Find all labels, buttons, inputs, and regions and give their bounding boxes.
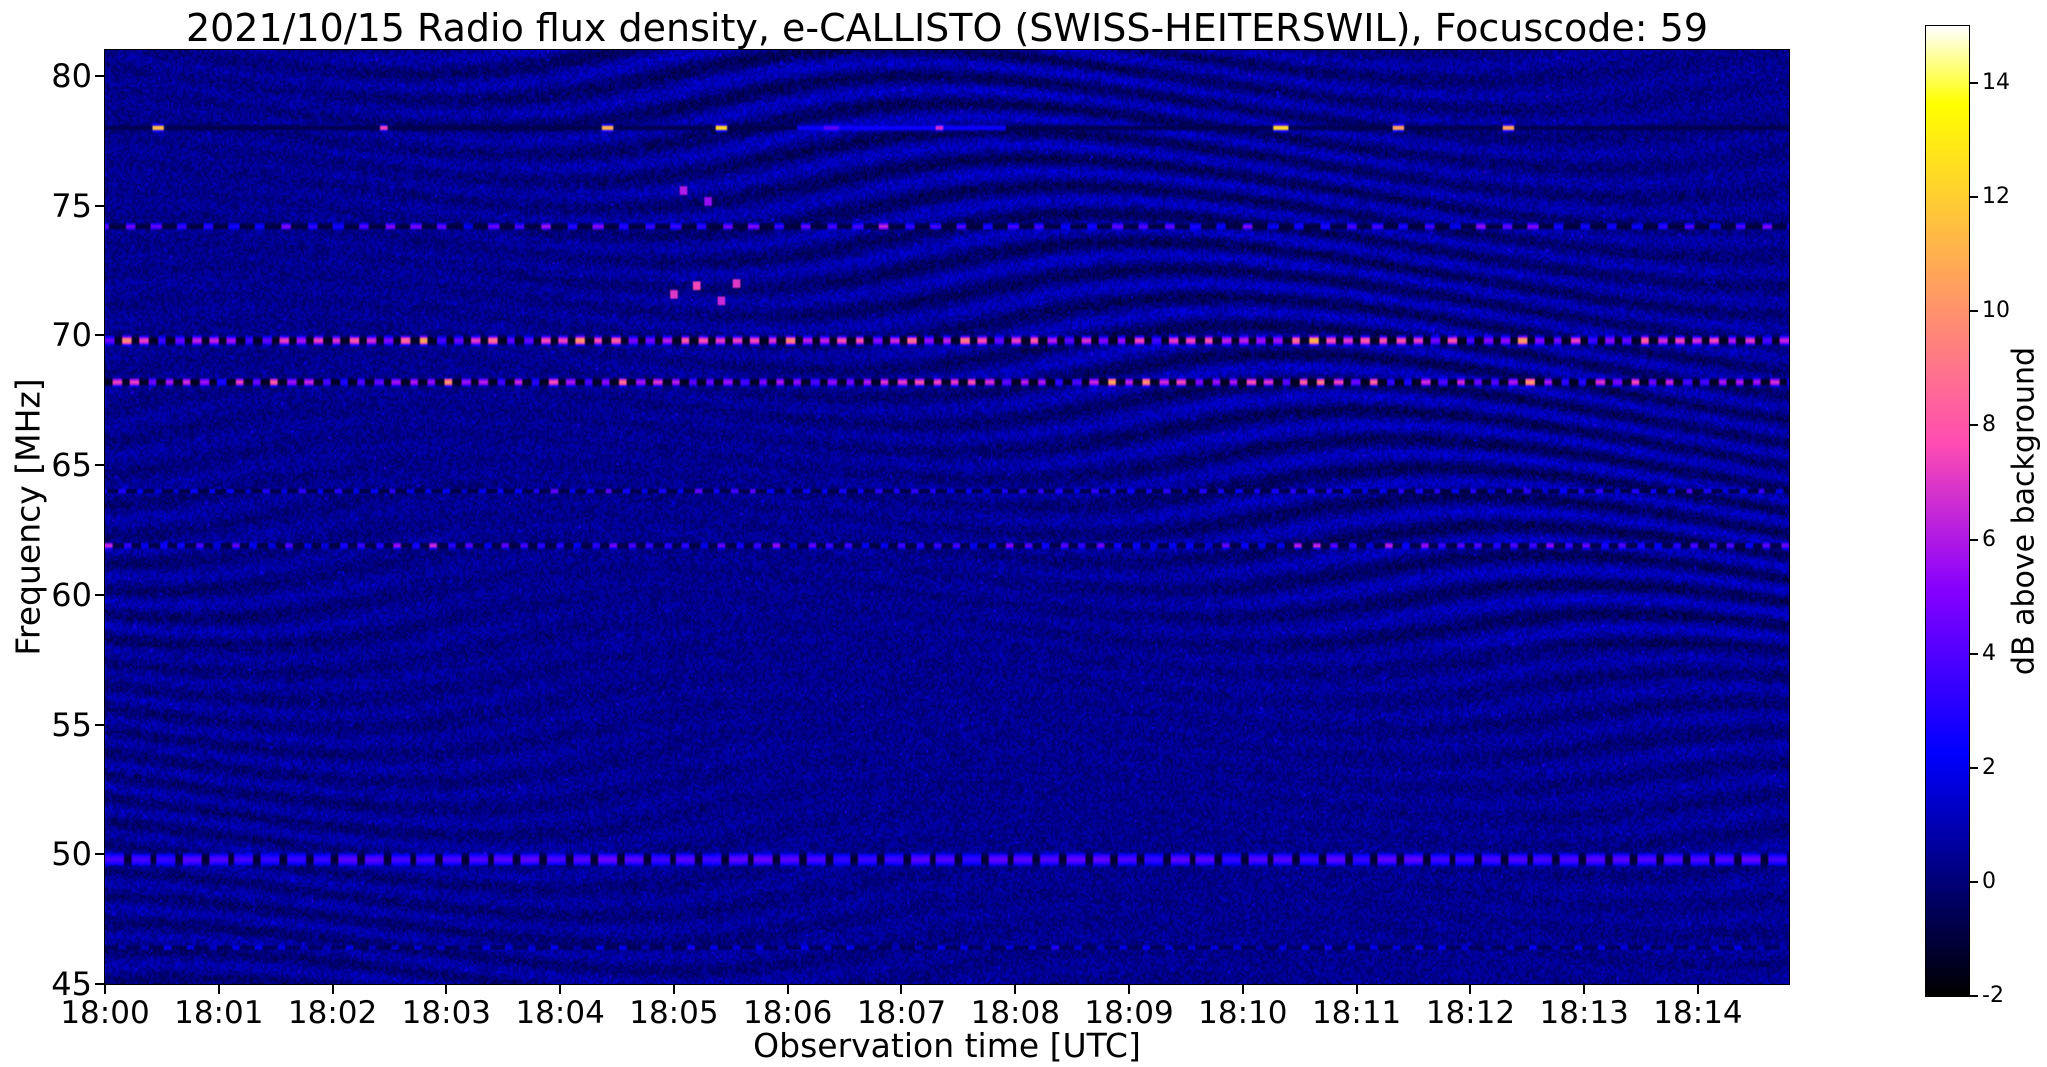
- x-tick-label: 18:09: [1084, 995, 1174, 1031]
- x-tick-mark: [1583, 985, 1586, 994]
- x-tick-label: 18:05: [629, 995, 719, 1031]
- x-tick-label: 18:02: [287, 995, 378, 1031]
- colorbar-tick-mark: [1970, 538, 1978, 541]
- x-tick-mark: [900, 985, 903, 994]
- y-tick-mark: [95, 204, 104, 207]
- x-tick-mark: [559, 985, 562, 994]
- colorbar-tick-label: 4: [1982, 640, 1996, 666]
- x-axis-label: Observation time [UTC]: [753, 1026, 1141, 1065]
- colorbar-tick-label: 12: [1982, 184, 2010, 210]
- y-tick-mark: [95, 723, 104, 726]
- colorbar-tick-label: 6: [1982, 526, 1996, 552]
- colorbar-tick-mark: [1970, 652, 1978, 655]
- colorbar-tick-mark: [1970, 310, 1978, 313]
- y-tick-label: 55: [51, 705, 92, 744]
- x-tick-label: 18:06: [743, 995, 833, 1031]
- colorbar-tick-label: 0: [1982, 868, 1996, 894]
- y-tick-label: 75: [51, 186, 92, 225]
- colorbar-tick-label: 10: [1982, 298, 2010, 324]
- colorbar-tick-label: 8: [1982, 412, 1996, 438]
- y-tick-label: 70: [51, 316, 92, 355]
- y-tick-mark: [95, 334, 104, 337]
- colorbar-tick-mark: [1970, 424, 1978, 427]
- y-tick-mark: [95, 983, 104, 985]
- colorbar-tick-mark: [1970, 766, 1978, 769]
- x-tick-label: 18:08: [970, 995, 1060, 1031]
- colorbar-tick-mark: [1970, 196, 1978, 199]
- x-tick-mark: [1014, 985, 1017, 994]
- colorbar-tick-mark: [1970, 82, 1978, 85]
- x-tick-mark: [445, 985, 448, 994]
- x-tick-label: 18:14: [1653, 995, 1743, 1031]
- x-tick-label: 18:00: [60, 995, 150, 1031]
- colorbar-tick-mark: [1970, 995, 1978, 997]
- colorbar-axis-label: dB above background: [2006, 346, 2042, 676]
- x-tick-label: 18:07: [856, 995, 947, 1031]
- x-tick-label: 18:12: [1425, 995, 1516, 1031]
- x-tick-mark: [104, 985, 106, 994]
- x-tick-label: 18:03: [401, 995, 492, 1031]
- x-tick-label: 18:04: [515, 995, 605, 1031]
- colorbar-tick-label: 2: [1982, 754, 1996, 780]
- x-tick-mark: [672, 985, 675, 994]
- x-tick-label: 18:11: [1311, 995, 1402, 1031]
- plot-area: [104, 49, 1790, 985]
- x-tick-mark: [217, 985, 220, 994]
- y-tick-label: 65: [51, 446, 92, 485]
- y-axis-label: Frequency [MHz]: [8, 378, 48, 656]
- y-tick-mark: [95, 74, 104, 77]
- y-tick-mark: [95, 593, 104, 596]
- y-tick-label: 45: [51, 965, 92, 1003]
- spectrogram-canvas: [105, 50, 1789, 984]
- plot-title: 2021/10/15 Radio flux density, e-CALLIST…: [185, 6, 1709, 50]
- x-tick-mark: [1355, 985, 1358, 994]
- colorbar-tick-mark: [1970, 880, 1978, 883]
- y-tick-label: 80: [51, 56, 92, 95]
- x-tick-label: 18:01: [174, 995, 264, 1031]
- colorbar: [1925, 25, 1970, 997]
- y-tick-mark: [95, 853, 104, 856]
- x-tick-mark: [1241, 985, 1244, 994]
- colorbar-canvas: [1926, 26, 1969, 996]
- x-tick-label: 18:13: [1539, 995, 1629, 1031]
- x-tick-mark: [1469, 985, 1472, 994]
- colorbar-tick-label: -2: [1982, 983, 2004, 1008]
- x-tick-label: 18:10: [1198, 995, 1288, 1031]
- x-tick-mark: [786, 985, 789, 994]
- colorbar-tick-label: 14: [1982, 70, 2010, 96]
- y-tick-mark: [95, 464, 104, 467]
- x-tick-mark: [1696, 985, 1699, 994]
- y-tick-label: 60: [51, 575, 92, 614]
- y-tick-label: 50: [51, 835, 92, 874]
- x-tick-mark: [331, 985, 334, 994]
- x-tick-mark: [1128, 985, 1131, 994]
